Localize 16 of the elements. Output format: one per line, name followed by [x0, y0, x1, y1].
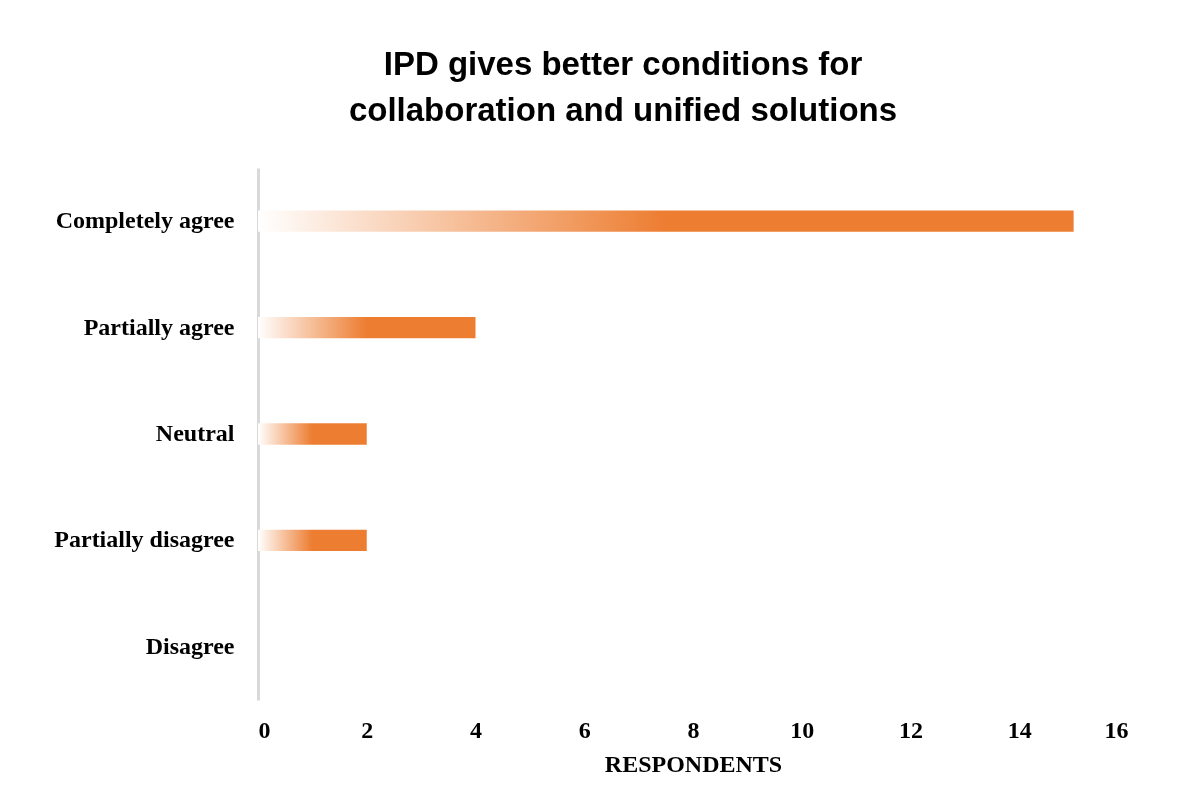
- y-tick-label: Neutral: [155, 420, 235, 446]
- x-tick-label: 14: [1007, 716, 1032, 743]
- x-tick-label: 10: [790, 716, 815, 743]
- y-tick-label: Disagree: [145, 632, 235, 659]
- chart-title: IPD gives better conditions for collaboration and unified solutions: [348, 45, 898, 128]
- x-tick-label: 4: [470, 716, 482, 743]
- x-tick-label: 6: [578, 716, 591, 743]
- y-tick-label: Partially disagree: [54, 526, 235, 553]
- x-tick-label: 2: [361, 716, 374, 743]
- x-tick-label: 12: [899, 716, 923, 743]
- x-axis-title: RESPONDENTS: [604, 750, 783, 777]
- x-tick-label: 16: [1104, 716, 1129, 743]
- y-tick-label: Partially agree: [83, 313, 235, 340]
- x-tick-label: 0: [258, 716, 271, 743]
- x-tick-label: 8: [687, 716, 700, 743]
- y-tick-label: Completely agree: [55, 207, 235, 234]
